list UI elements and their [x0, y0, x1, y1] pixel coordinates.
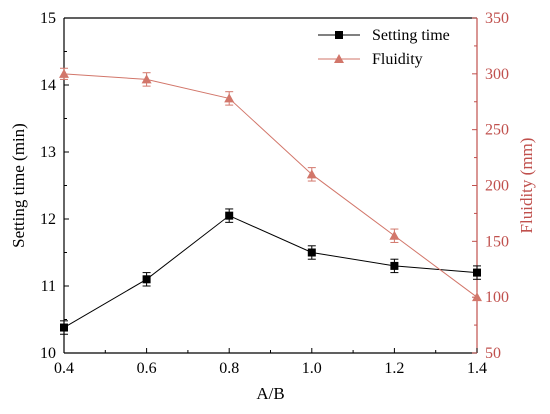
setting-time-point — [225, 211, 234, 220]
x-tick-label: 1.2 — [384, 360, 404, 377]
setting-time-point — [142, 275, 151, 284]
x-tick-label: 0.4 — [54, 360, 74, 377]
setting-time-point — [390, 261, 399, 270]
legend-setting-time-label: Setting time — [372, 27, 450, 44]
fluidity-point — [306, 169, 317, 179]
y-right-tick-label: 100 — [485, 289, 509, 306]
legend: Setting time Fluidity — [318, 27, 450, 68]
setting-time-point — [60, 323, 68, 332]
x-tick-label: 1.0 — [302, 360, 322, 377]
y-axis-right-title: Fluidity (mm) — [517, 138, 536, 234]
legend-fluidity-label: Fluidity — [372, 51, 423, 68]
series — [59, 67, 482, 335]
legend-fluidity-marker — [334, 54, 344, 63]
y-left-tick-label: 11 — [41, 278, 56, 295]
y-right-tick-label: 300 — [485, 66, 509, 83]
y-right-tick-label: 150 — [485, 233, 509, 250]
y-axis-left-title: Setting time (min) — [9, 123, 28, 248]
x-axis-title: A/B — [256, 384, 284, 403]
fluidity-point — [472, 292, 482, 302]
x-tick-label: 0.6 — [137, 360, 157, 377]
x-tick-label: 0.8 — [219, 360, 239, 377]
y-left-tick-label: 13 — [40, 144, 56, 161]
y-left-tick-label: 14 — [40, 77, 56, 94]
y-left-tick-label: 12 — [40, 211, 56, 228]
x-tick-label: 1.4 — [467, 360, 487, 377]
axes — [63, 17, 478, 354]
y-right-tick-label: 250 — [485, 122, 509, 139]
y-right-tick-label: 350 — [485, 10, 509, 27]
fluidity-line — [63, 73, 478, 298]
legend-setting-time-marker — [335, 31, 343, 39]
y-right-tick-label: 200 — [485, 178, 509, 195]
y-left-tick-label: 10 — [40, 345, 56, 362]
fluidity-point — [59, 68, 69, 78]
fluidity-point — [224, 93, 235, 103]
setting-time-point — [307, 248, 316, 257]
fluidity-point — [389, 230, 400, 240]
fluidity-point — [141, 74, 152, 84]
y-left-tick-label: 15 — [40, 10, 56, 27]
y-right-tick-label: 50 — [485, 345, 501, 362]
setting-time-line — [63, 215, 478, 328]
ticks: 0.4 0.6 0.8 1.0 1.2 1.4 10 11 12 13 14 15 50 100 150 20… — [40, 10, 509, 377]
setting-time-point — [473, 268, 481, 277]
